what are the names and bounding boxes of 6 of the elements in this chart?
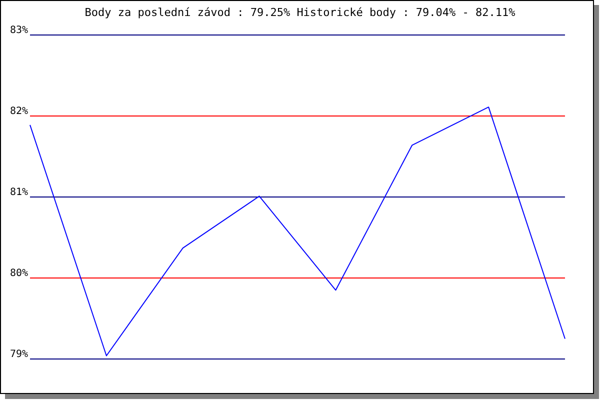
y-tick-label: 83% <box>10 25 28 36</box>
y-tick-label: 80% <box>10 268 28 279</box>
chart-title: Body za poslední závod : 79.25% Historické body : 79.04% - 82.11% <box>84 6 516 19</box>
y-tick-label: 81% <box>10 187 28 198</box>
y-tick-label: 82% <box>10 106 28 117</box>
y-tick-label: 79% <box>10 349 28 360</box>
